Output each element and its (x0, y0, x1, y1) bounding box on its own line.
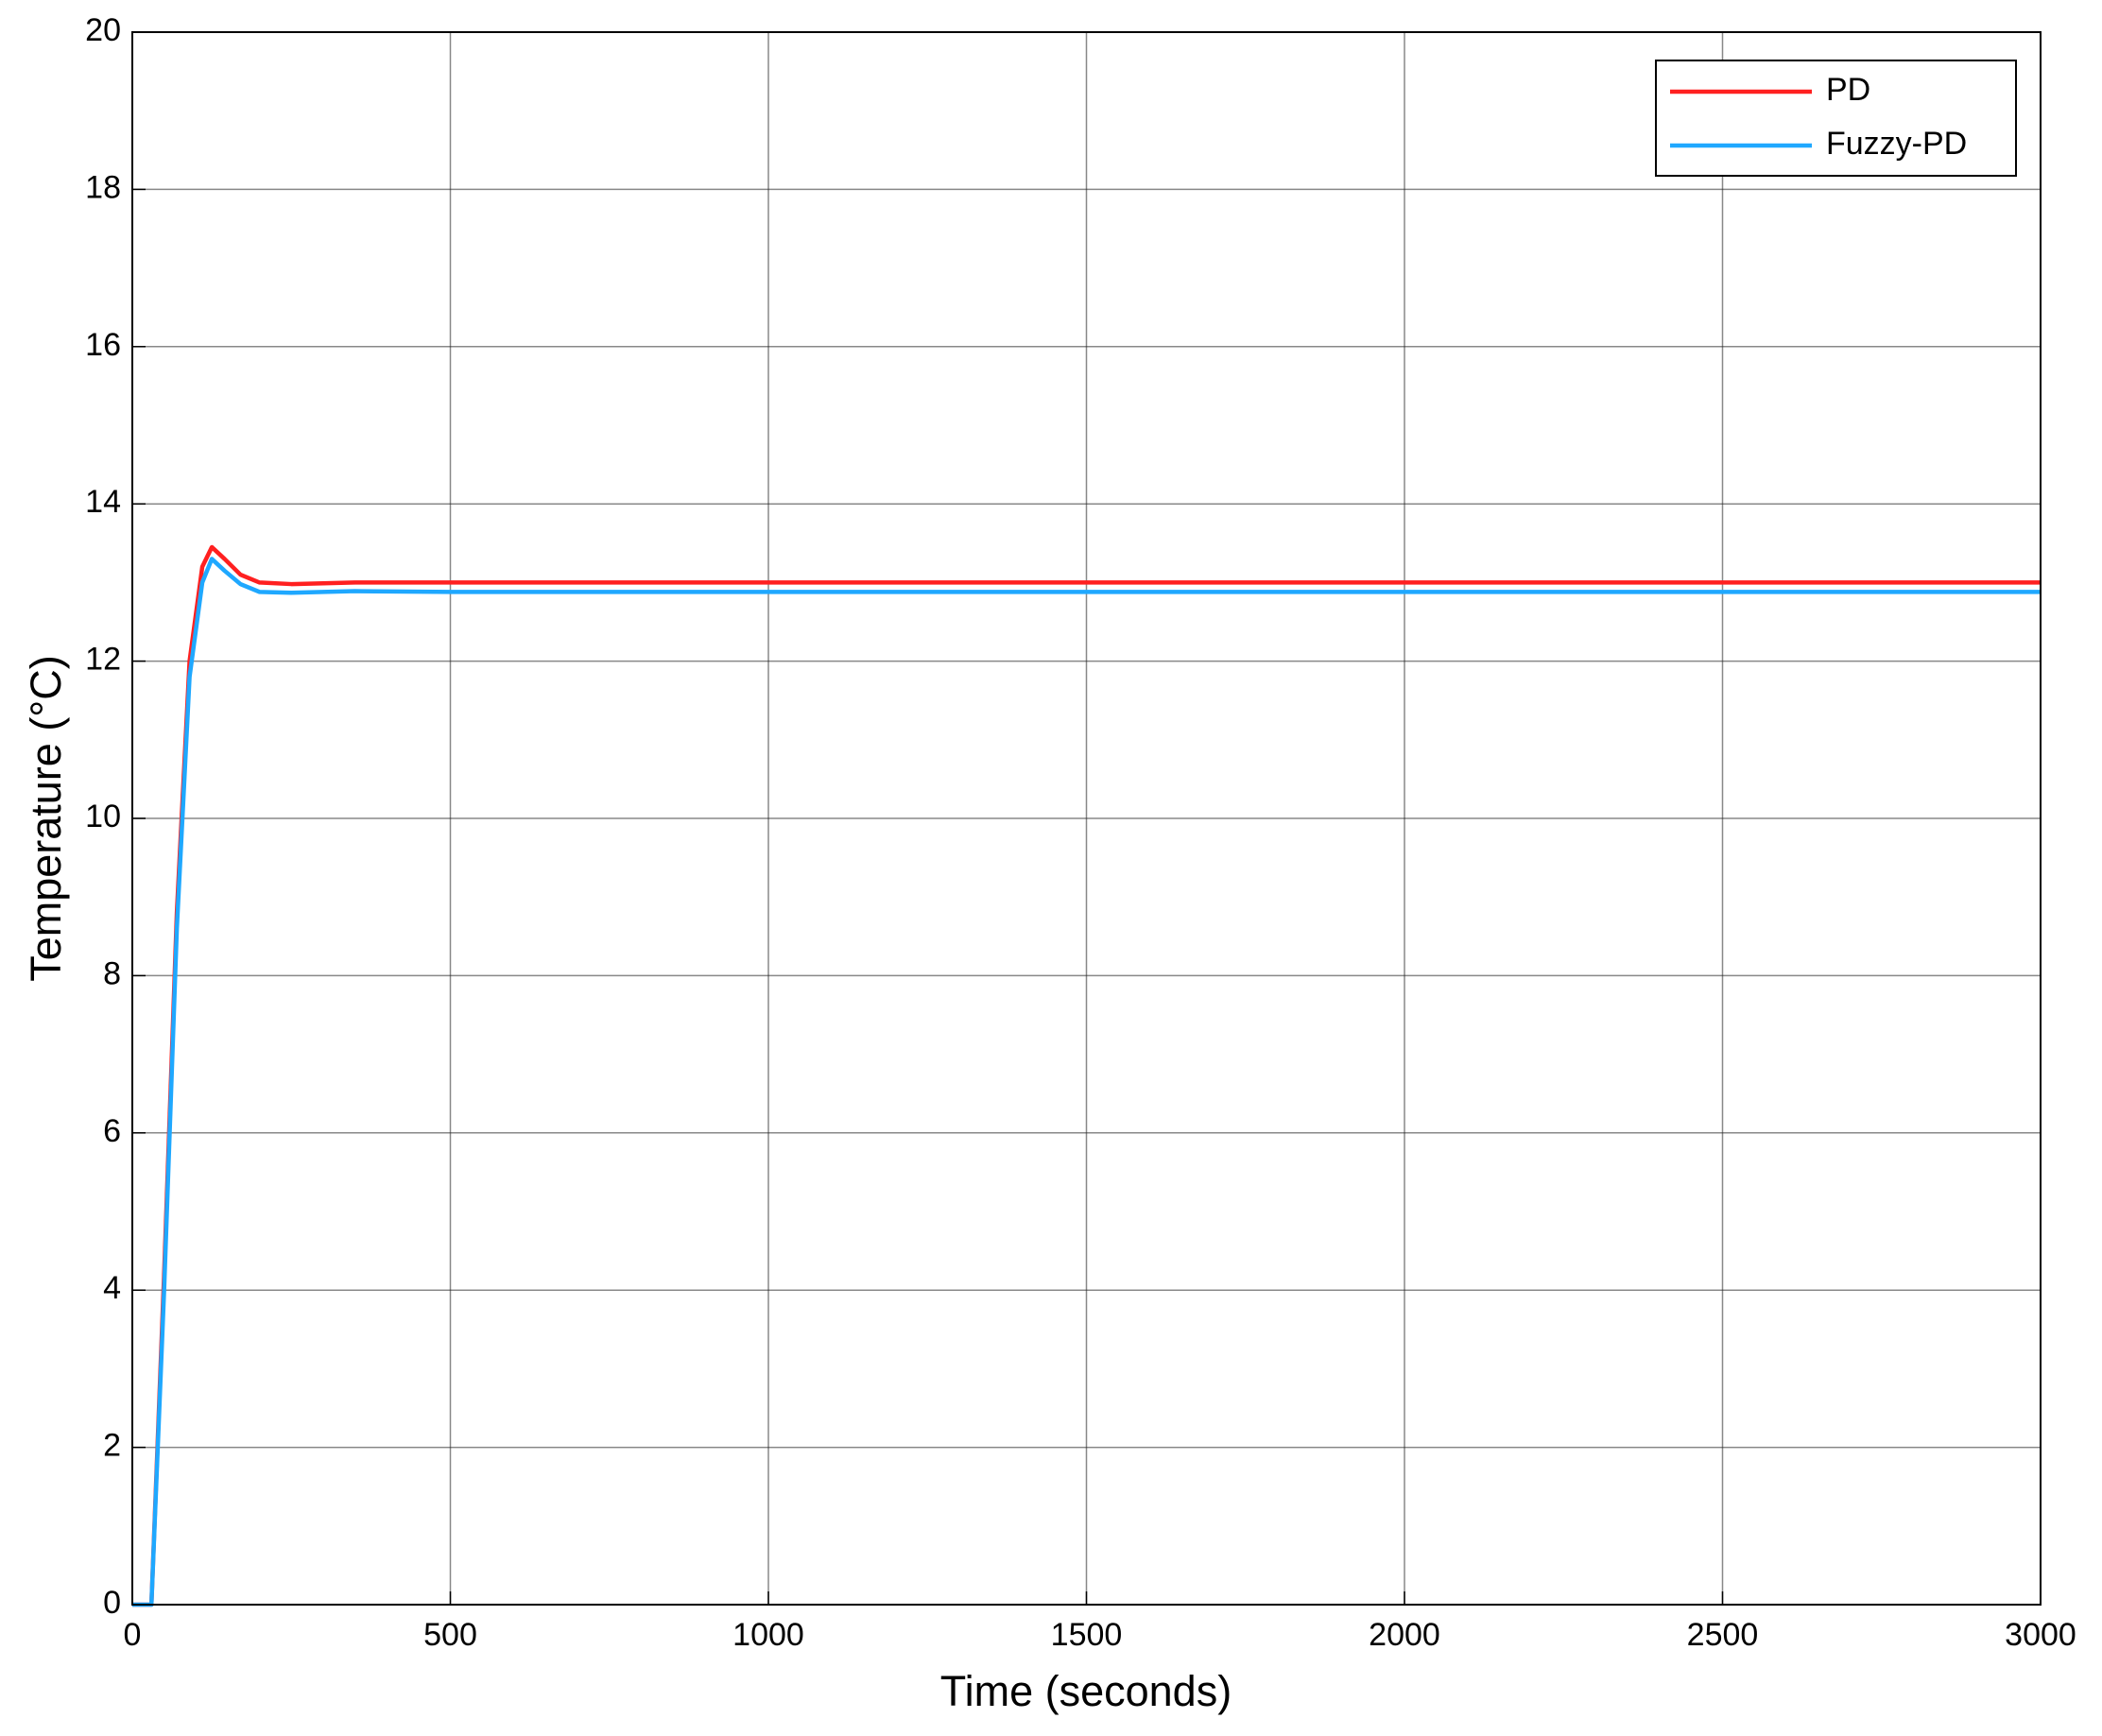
legend: PD Fuzzy-PD (1655, 60, 2017, 177)
x-tick-label: 3000 (2005, 1617, 2076, 1653)
x-tick-label: 2000 (1369, 1617, 1440, 1653)
y-axis-label: Temperature (°C) (22, 655, 70, 982)
y-tick-label: 16 (85, 327, 121, 363)
y-tick-label: 0 (103, 1585, 121, 1621)
x-tick-label: 500 (423, 1617, 477, 1653)
plot-frame (131, 31, 2042, 1606)
y-tick-label: 14 (85, 484, 121, 520)
legend-label: Fuzzy-PD (1826, 126, 1967, 162)
y-tick-label: 12 (85, 642, 121, 678)
y-tick-label: 10 (85, 799, 121, 834)
y-tick-label: 6 (103, 1113, 121, 1149)
legend-label: PD (1826, 72, 1870, 108)
x-tick-label: 1000 (732, 1617, 804, 1653)
x-tick-label: 1500 (1051, 1617, 1123, 1653)
x-axis-label: Time (seconds) (940, 1667, 1232, 1715)
y-tick-label: 8 (103, 955, 121, 991)
y-tick-label: 18 (85, 169, 121, 205)
y-tick-label: 20 (85, 12, 121, 48)
y-tick-label: 4 (103, 1270, 121, 1306)
y-tick-label: 2 (103, 1428, 121, 1464)
x-tick-label: 0 (124, 1617, 142, 1653)
x-tick-label: 2500 (1687, 1617, 1759, 1653)
legend-box (1655, 60, 2017, 177)
line-series (132, 557, 2041, 1607)
